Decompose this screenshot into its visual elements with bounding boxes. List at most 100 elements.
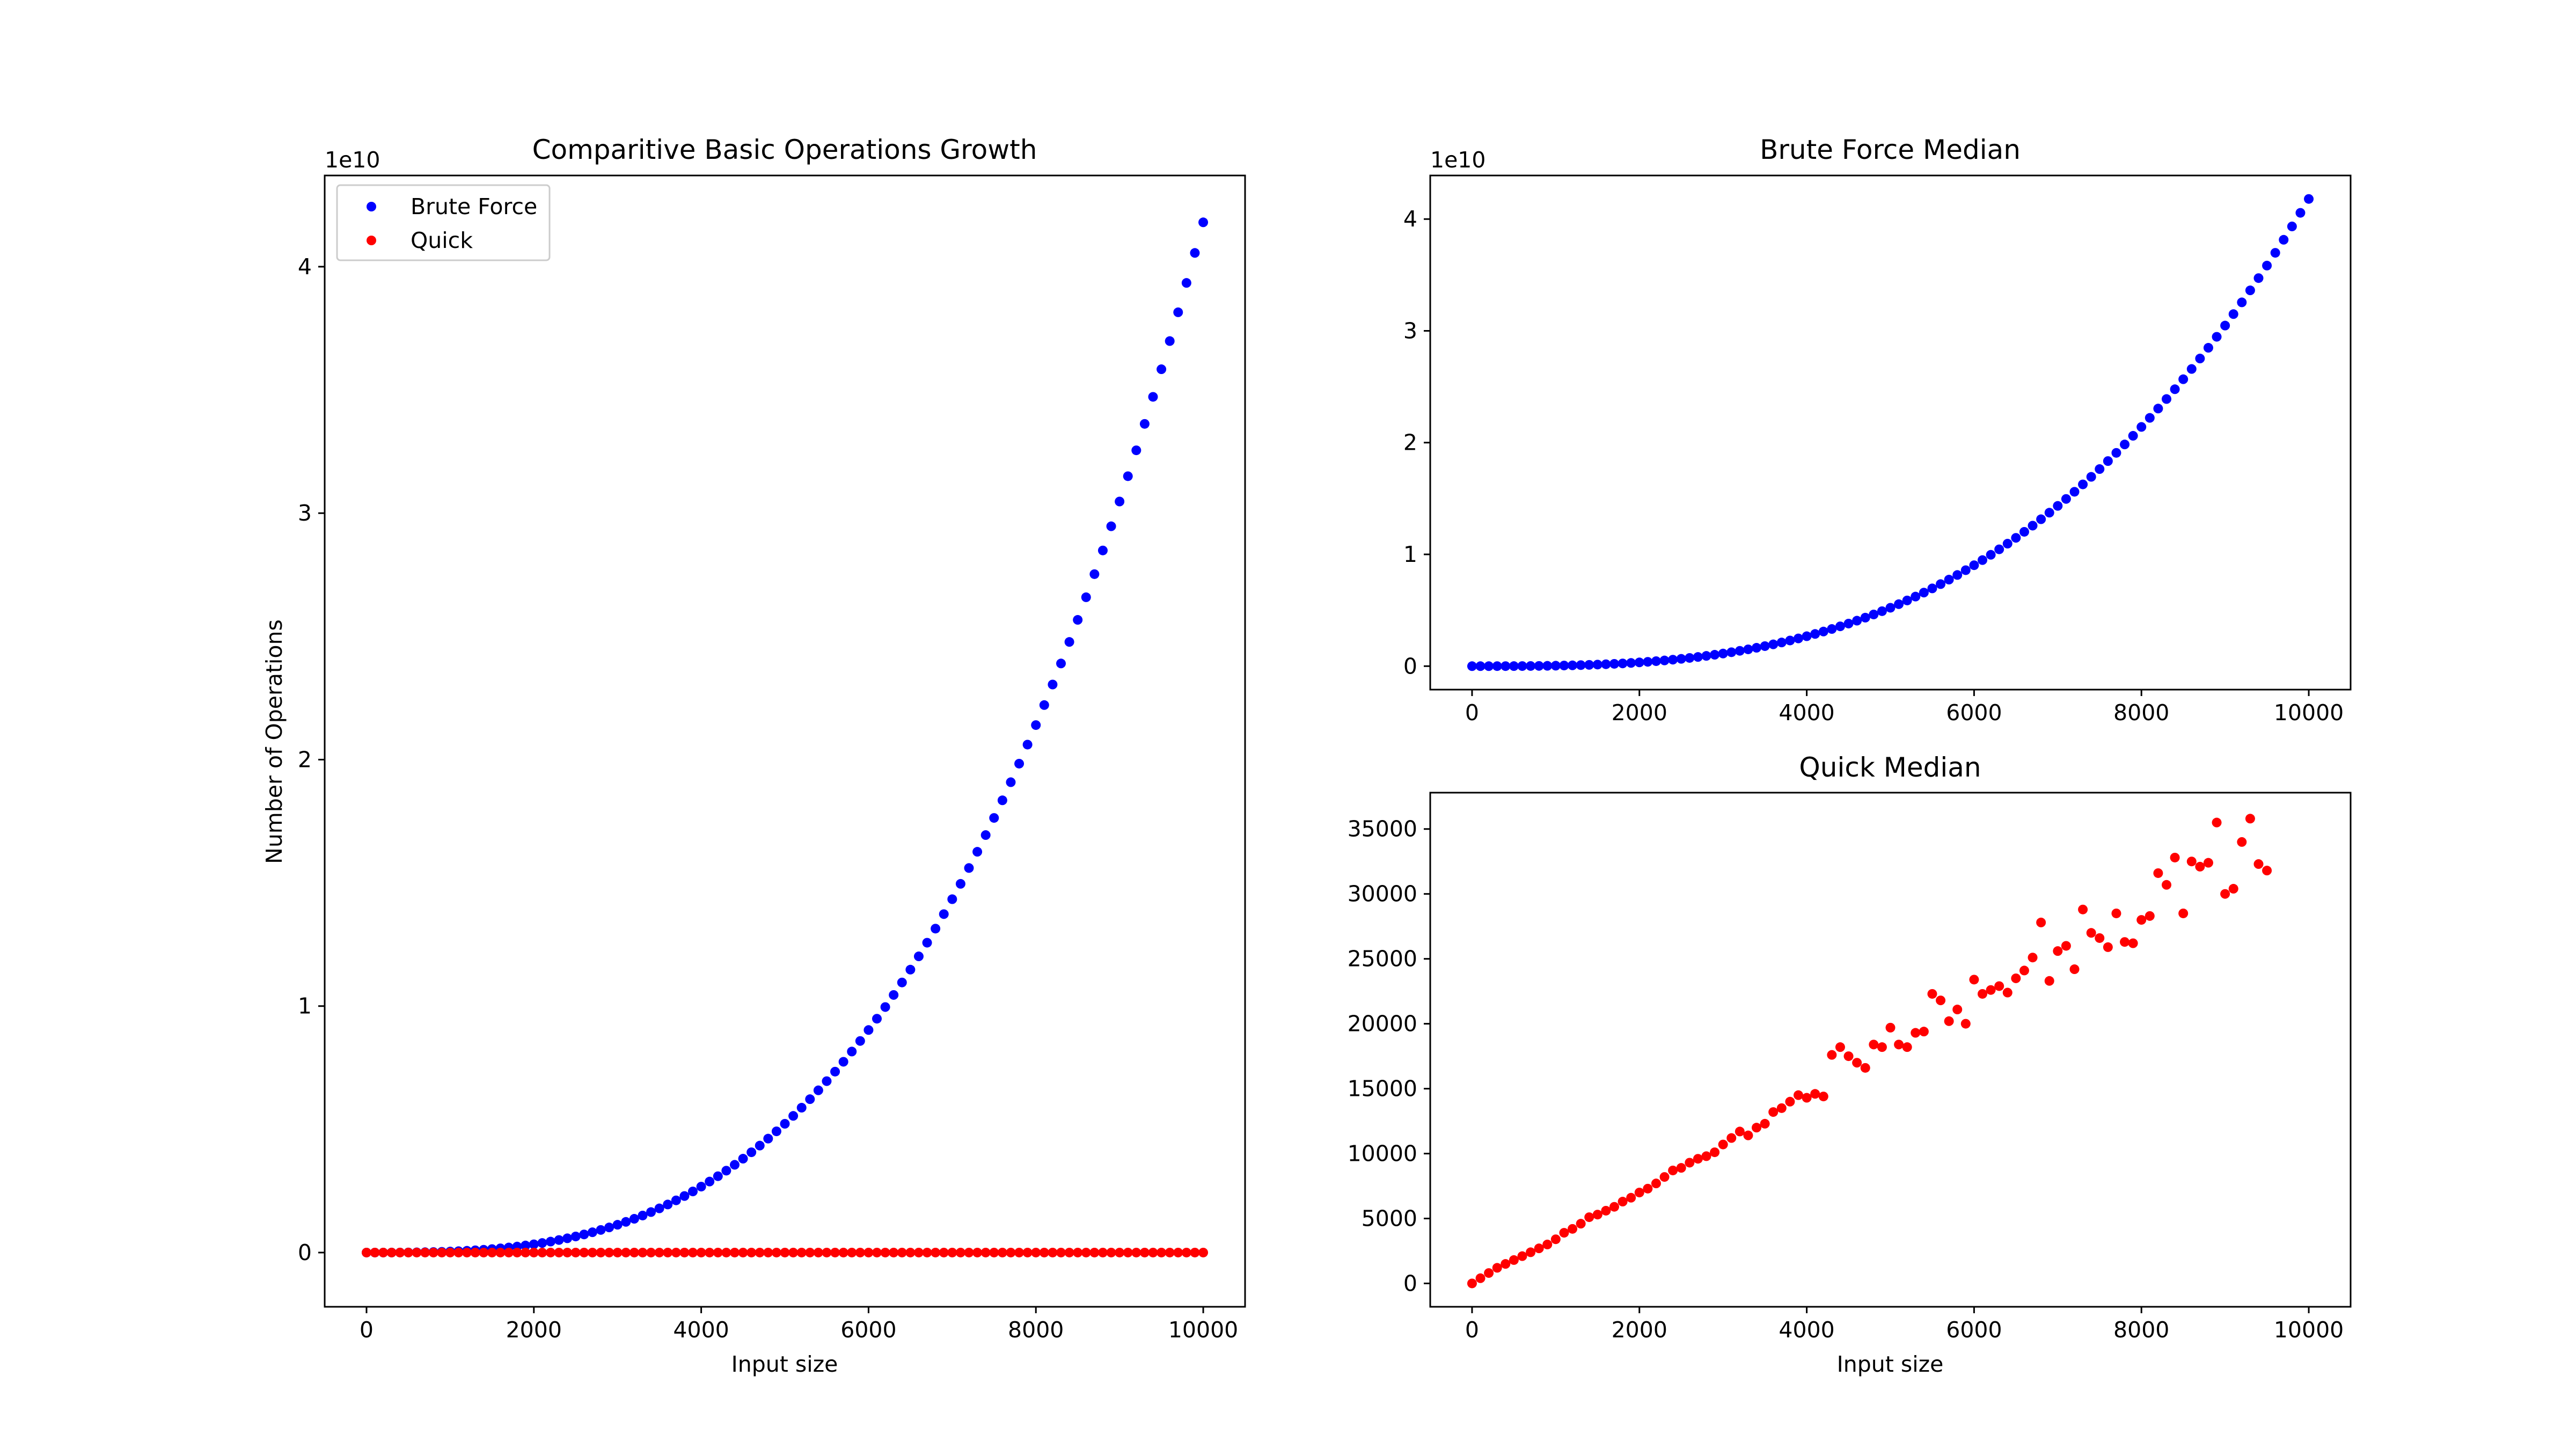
data-point: [2304, 194, 2314, 204]
data-point: [1969, 975, 1979, 985]
data-point: [1634, 657, 1644, 668]
y-tick-label: 4: [298, 254, 312, 280]
data-point: [1860, 612, 1870, 623]
data-point: [1492, 1263, 1502, 1273]
data-point: [2287, 221, 2297, 231]
x-tick-label: 4000: [1779, 700, 1834, 726]
data-point: [729, 1247, 740, 1257]
data-point: [604, 1223, 614, 1233]
data-point: [1827, 1050, 1837, 1060]
data-point: [671, 1195, 681, 1205]
data-point: [562, 1247, 573, 1257]
data-point: [1960, 565, 1971, 575]
legend-marker-brute-force: [367, 202, 376, 211]
data-point: [2036, 917, 2046, 927]
data-point: [897, 977, 907, 987]
data-point: [579, 1247, 589, 1257]
data-point: [1484, 661, 1494, 671]
data-point: [1056, 1247, 1066, 1257]
data-point: [1609, 1202, 1619, 1212]
y-tick-label: 3: [1403, 318, 1417, 343]
x-tick-label: 8000: [2113, 700, 2169, 726]
data-point: [1718, 1139, 1728, 1150]
data-point: [453, 1247, 464, 1257]
data-point: [521, 1240, 531, 1250]
data-point: [2011, 533, 2021, 543]
data-point: [1994, 981, 2004, 991]
data-point: [1911, 1028, 1921, 1038]
data-point: [1534, 1243, 1544, 1254]
offset-label: 1e10: [325, 147, 380, 173]
tick-labels: 0 2000 4000 6000 8000 10000 0 1 2 3 4: [1403, 206, 2344, 726]
data-point: [1626, 1192, 1636, 1203]
data-point: [2136, 422, 2147, 432]
x-tick-label: 10000: [2274, 700, 2344, 726]
data-point: [2170, 852, 2180, 862]
data-point: [1006, 1247, 1016, 1257]
data-point: [1810, 629, 1820, 639]
y-tick-label: 0: [298, 1240, 312, 1265]
data-point: [688, 1247, 698, 1257]
data-point: [1659, 655, 1670, 665]
data-point: [830, 1066, 840, 1077]
data-point: [646, 1247, 656, 1257]
data-point: [2111, 908, 2121, 918]
data-point: [587, 1227, 597, 1238]
data-point: [2053, 501, 2063, 511]
data-point: [1526, 661, 1536, 671]
tick-labels: 0 2000 4000 6000 8000 10000 0 1 2 3 4: [298, 254, 1238, 1343]
data-point: [2203, 343, 2213, 353]
data-point: [545, 1247, 555, 1257]
data-point: [1584, 1212, 1594, 1223]
data-point: [1064, 1247, 1074, 1257]
x-tick-label: 10000: [1168, 1317, 1238, 1343]
data-point: [1894, 599, 1904, 609]
y-tick-label: 35000: [1348, 816, 1417, 842]
data-point: [1877, 1042, 1887, 1052]
data-point: [1618, 1197, 1628, 1207]
data-point: [747, 1147, 757, 1158]
data-point: [1869, 1040, 1879, 1050]
data-point: [1526, 1247, 1536, 1257]
data-point: [1568, 1224, 1578, 1234]
data-point: [1517, 1251, 1527, 1261]
data-point: [1952, 570, 1963, 580]
data-point: [705, 1176, 715, 1187]
y-tick-label: 1: [298, 993, 312, 1019]
data-point: [2095, 464, 2105, 474]
x-tick-label: 6000: [1946, 1317, 2002, 1343]
data-point: [1006, 777, 1016, 787]
data-point: [1776, 1103, 1787, 1113]
data-point: [1969, 560, 1979, 570]
data-point: [922, 938, 932, 948]
data-point: [1693, 1154, 1703, 1164]
x-tick-label: 6000: [1946, 700, 2002, 726]
data-point: [713, 1247, 723, 1257]
data-point: [612, 1247, 623, 1257]
data-point: [1936, 579, 1946, 589]
data-point: [955, 1247, 965, 1257]
data-point: [738, 1247, 748, 1257]
data-point: [428, 1247, 438, 1257]
data-point: [1165, 1247, 1175, 1257]
data-point: [537, 1238, 547, 1248]
data-point: [1643, 1183, 1653, 1194]
data-point: [2036, 514, 2046, 524]
plot-area: [1429, 792, 2352, 1308]
data-point: [729, 1160, 740, 1170]
data-point: [1752, 1123, 1762, 1133]
x-tick-label: 8000: [1008, 1317, 1064, 1343]
data-point: [1843, 618, 1854, 628]
data-point: [1031, 720, 1041, 730]
data-point: [437, 1247, 447, 1257]
data-point: [1676, 1163, 1686, 1173]
data-point: [1509, 1255, 1519, 1265]
data-point: [1165, 336, 1175, 346]
data-point: [1818, 626, 1828, 636]
data-point: [1685, 653, 1695, 663]
data-point: [1818, 1092, 1828, 1102]
data-point: [1048, 1247, 1058, 1257]
data-point: [696, 1182, 706, 1192]
data-point: [1944, 575, 1954, 585]
plot-area: [1429, 174, 2352, 691]
